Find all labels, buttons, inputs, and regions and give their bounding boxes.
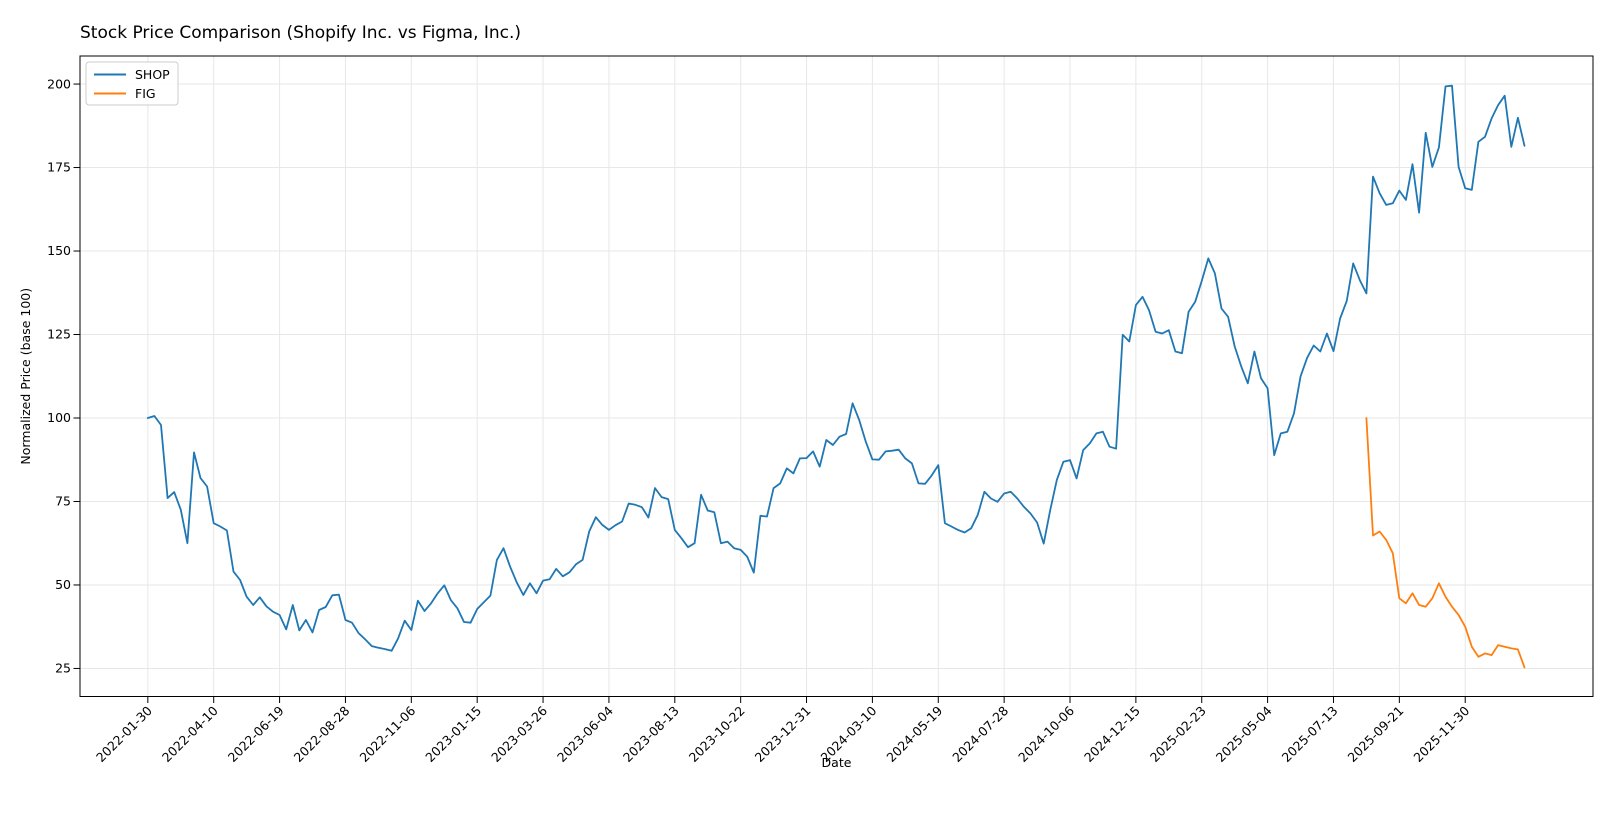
y-tick-label: 25	[55, 661, 71, 676]
series-lines	[146, 84, 1526, 669]
legend-label: SHOP	[135, 67, 170, 82]
axes-frame	[79, 55, 1594, 697]
legend: SHOP FIG	[85, 61, 179, 106]
y-axis-label: Normalized Price (base 100)	[18, 288, 33, 465]
y-tick-label: 50	[55, 577, 71, 592]
y-tick-label: 125	[47, 327, 71, 342]
series-line-SHOP	[146, 84, 1526, 652]
y-tick-label: 200	[47, 76, 71, 91]
y-tick-label: 100	[47, 410, 71, 425]
y-tick-label: 75	[55, 494, 71, 509]
y-tick-label: 175	[47, 160, 71, 175]
x-axis-label: Date	[822, 755, 852, 770]
legend-label: FIG	[135, 86, 156, 101]
series-line-FIG	[1365, 417, 1526, 669]
grid	[80, 56, 1593, 697]
chart-title: Stock Price Comparison (Shopify Inc. vs …	[80, 23, 521, 43]
y-tick-label: 150	[47, 243, 71, 258]
